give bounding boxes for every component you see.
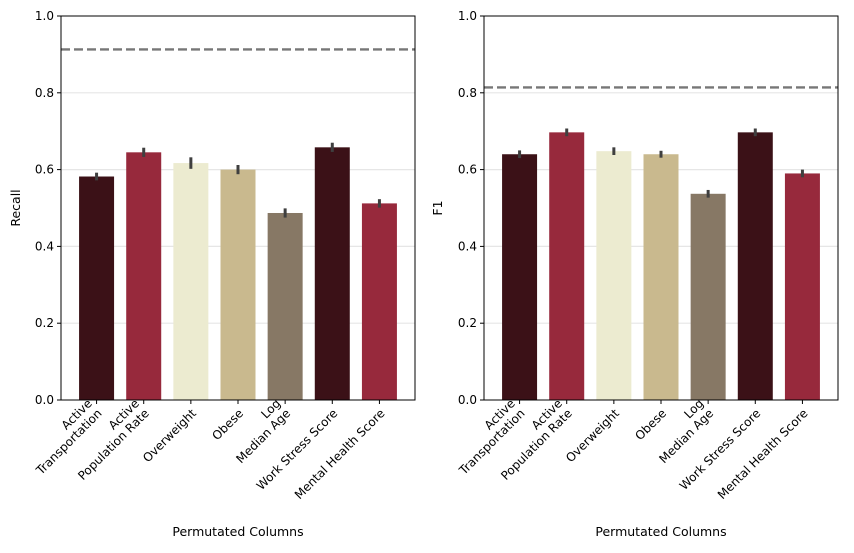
y-tick-label: 0.0	[35, 393, 54, 407]
bar-1	[79, 176, 115, 400]
bar-7	[361, 203, 397, 400]
bar-3	[596, 151, 632, 400]
x-tick-label: Obese	[209, 406, 246, 443]
y-tick-label: 0.4	[458, 239, 477, 253]
y-tick-label: 0.4	[35, 239, 54, 253]
y-tick-label: 0.8	[458, 86, 477, 100]
y-tick-label: 0.6	[35, 163, 54, 177]
x-tick-label: Mental Health Score	[715, 406, 811, 502]
bar-3	[173, 163, 209, 400]
y-tick-label: 0.2	[458, 316, 477, 330]
bar-6	[737, 132, 773, 401]
x-tick-label: Mental Health Score	[292, 406, 388, 502]
bar-7	[784, 173, 820, 400]
y-tick-label: 1.0	[35, 9, 54, 23]
bar-2	[549, 132, 585, 401]
y-axis-label: Recall	[8, 189, 23, 226]
bar-2	[126, 152, 162, 400]
y-tick-label: 0.6	[458, 163, 477, 177]
bar-5	[690, 193, 726, 400]
x-tick-label: Obese	[632, 406, 669, 443]
y-axis-label: F1	[430, 200, 445, 215]
bar-5	[267, 212, 303, 400]
bar-6	[314, 147, 350, 400]
bar-1	[502, 154, 538, 400]
bar-4	[643, 154, 679, 400]
y-tick-label: 0.8	[35, 86, 54, 100]
y-tick-label: 0.2	[35, 316, 54, 330]
bar-4	[220, 169, 256, 400]
y-tick-label: 1.0	[458, 9, 477, 23]
x-axis-label: Permutated Columns	[172, 524, 303, 539]
x-axis-label: Permutated Columns	[595, 524, 726, 539]
y-tick-label: 0.0	[458, 393, 477, 407]
